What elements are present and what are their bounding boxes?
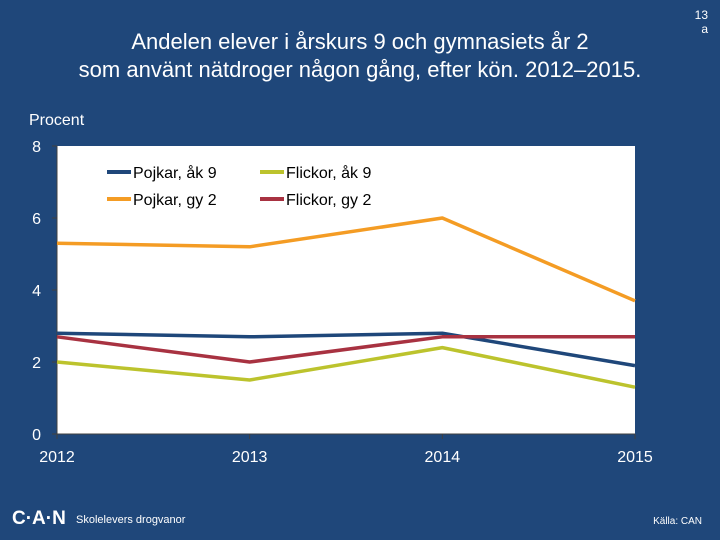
y-tick-label: 6 (32, 211, 41, 228)
legend-label-1: Flickor, åk 9 (286, 164, 371, 182)
y-tick-label: 8 (32, 139, 41, 156)
x-tick-label: 2012 (39, 449, 75, 466)
plot-area (57, 146, 635, 434)
series-line-0 (56, 331, 636, 368)
y-axis-label: Procent (29, 112, 85, 129)
can-logo: C·A·N (12, 508, 66, 529)
footer-subtitle: Skolelevers drogvanor (76, 514, 186, 526)
slide-number-suffix: a (701, 22, 708, 36)
legend-label-0: Pojkar, åk 9 (133, 164, 217, 182)
slide-title-line2: som använt nätdroger någon gång, efter k… (78, 57, 642, 82)
y-tick-label: 0 (32, 427, 41, 444)
y-tick-label: 4 (32, 283, 41, 300)
legend-label-2: Pojkar, gy 2 (133, 192, 217, 209)
x-tick-label: 2013 (232, 449, 268, 466)
footer-source: Källa: CAN (653, 516, 702, 527)
series-line-2 (56, 216, 636, 303)
series-line-1 (56, 345, 636, 389)
slide-title: Andelen elever i årskurs 9 och gymnasiet… (0, 28, 720, 84)
x-tick-label: 2015 (617, 449, 653, 466)
slide-number: 13 a (695, 8, 708, 36)
series-line-3 (56, 335, 635, 364)
y-tick-label: 2 (32, 355, 41, 372)
legend-label-3: Flickor, gy 2 (286, 192, 371, 209)
x-tick-label: 2014 (425, 449, 461, 466)
slide-title-line1: Andelen elever i årskurs 9 och gymnasiet… (131, 29, 589, 54)
slide-number-value: 13 (694, 8, 708, 22)
